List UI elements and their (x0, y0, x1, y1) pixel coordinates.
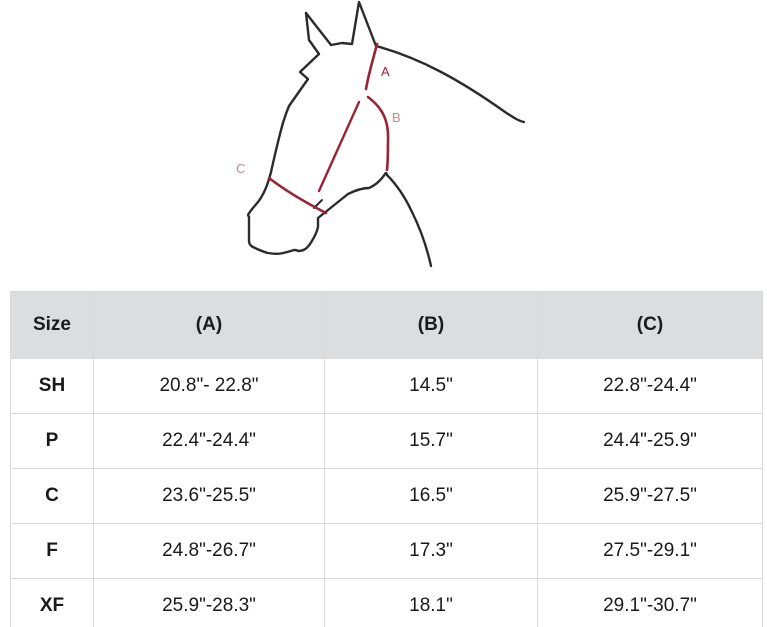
svg-text:C: C (236, 161, 245, 176)
svg-text:B: B (392, 110, 401, 125)
svg-text:A: A (381, 64, 390, 79)
